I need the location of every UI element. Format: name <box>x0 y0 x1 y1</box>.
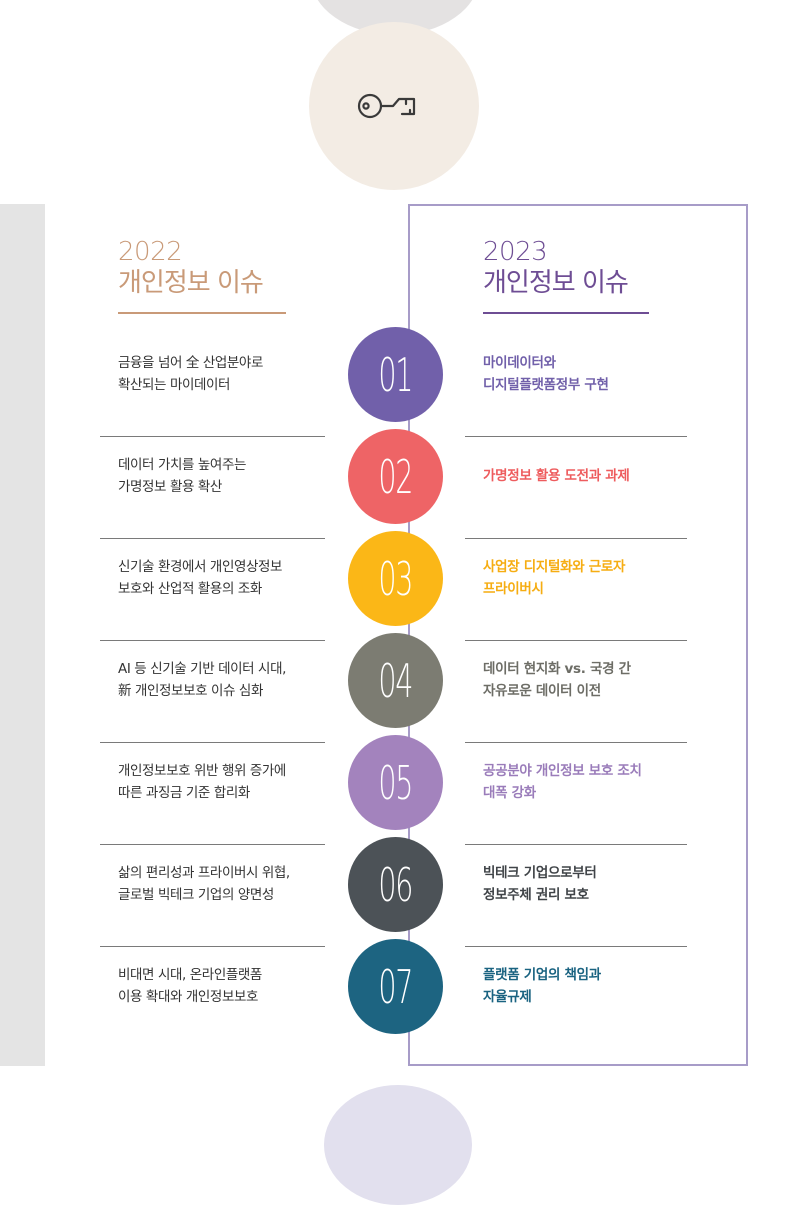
issue-2023-line: 프라이버시 <box>483 581 544 597</box>
number-badge-05: 05 <box>348 735 443 830</box>
issue-2023-line: 데이터 현지화 vs. 국경 간 <box>483 661 631 677</box>
row-divider-right <box>465 640 687 641</box>
issue-2023-line: 자율규제 <box>483 989 532 1005</box>
issue-2023-item: 가명정보 활용 도전과 과제 <box>483 465 703 487</box>
issue-2022-line: 보호와 산업적 활용의 조화 <box>118 581 262 597</box>
key-icon-circle <box>309 22 479 190</box>
issue-2022-line: 신기술 환경에서 개인영상정보 <box>118 559 283 575</box>
row-divider-left <box>100 844 325 845</box>
number-badge-text: 05 <box>378 755 414 810</box>
number-badge-text: 07 <box>378 959 414 1014</box>
row-divider-left <box>100 640 325 641</box>
title-2023-label: 개인정보 이슈 <box>483 268 629 298</box>
number-badge-text: 01 <box>378 347 414 402</box>
number-badge-text: 03 <box>378 551 414 606</box>
issue-2022-line: 삶의 편리성과 프라이버시 위협, <box>118 865 290 881</box>
number-badge-03: 03 <box>348 531 443 626</box>
issue-2022-line: 글로벌 빅테크 기업의 양면성 <box>118 887 274 903</box>
issue-2023-line: 공공분야 개인정보 보호 조치 <box>483 763 642 779</box>
row-divider-right <box>465 742 687 743</box>
issue-2022-item: 삶의 편리성과 프라이버시 위협, 글로벌 빅테크 기업의 양면성 <box>118 862 338 906</box>
row-divider-left <box>100 436 325 437</box>
number-badge-06: 06 <box>348 837 443 932</box>
issue-2023-line: 가명정보 활용 도전과 과제 <box>483 468 630 484</box>
issue-2023-line: 정보주체 권리 보호 <box>483 887 589 903</box>
issue-2022-item: AI 등 신기술 기반 데이터 시대, 新 개인정보보호 이슈 심화 <box>118 658 338 702</box>
number-badge-07: 07 <box>348 939 443 1034</box>
issue-2022-line: 新 개인정보보호 이슈 심화 <box>118 683 263 699</box>
issue-2022-line: AI 등 신기술 기반 데이터 시대, <box>118 661 286 677</box>
number-badge-04: 04 <box>348 633 443 728</box>
key-icon <box>357 93 416 119</box>
issue-2022-line: 이용 확대와 개인정보보호 <box>118 989 259 1005</box>
issue-2023-line: 자유로운 데이터 이전 <box>483 683 601 699</box>
rule-2023 <box>483 312 649 314</box>
issue-2023-frame <box>408 204 748 1066</box>
row-divider-right <box>465 946 687 947</box>
row-divider-left <box>100 538 325 539</box>
issue-2022-line: 따른 과징금 기준 합리화 <box>118 785 250 801</box>
number-badge-02: 02 <box>348 429 443 524</box>
issue-2023-line: 사업장 디지털화와 근로자 <box>483 559 626 575</box>
title-2022-label: 개인정보 이슈 <box>118 268 264 298</box>
issue-2022-line: 금융을 넘어 全 산업분야로 <box>118 355 263 371</box>
issue-2023-line: 대폭 강화 <box>483 785 536 801</box>
row-divider-right <box>465 436 687 437</box>
number-badge-text: 02 <box>378 449 414 504</box>
left-side-bar <box>0 204 45 1066</box>
issue-2023-line: 플랫폼 기업의 책임과 <box>483 967 601 983</box>
decorative-circle-bottom <box>324 1085 472 1205</box>
issue-2022-line: 데이터 가치를 높여주는 <box>118 457 246 473</box>
number-badge-01: 01 <box>348 327 443 422</box>
row-divider-right <box>465 538 687 539</box>
year-2023-label: 2023 <box>483 237 548 267</box>
issue-2023-line: 빅테크 기업으로부터 <box>483 865 597 881</box>
row-divider-right <box>465 844 687 845</box>
number-badge-text: 04 <box>378 653 414 708</box>
issue-2023-line: 디지털플랫폼정부 구현 <box>483 377 609 393</box>
row-divider-left <box>100 742 325 743</box>
number-badge-text: 06 <box>378 857 414 912</box>
issue-2022-line: 가명정보 활용 확산 <box>118 479 222 495</box>
year-2022-label: 2022 <box>118 237 183 267</box>
issue-2022-line: 확산되는 마이데이터 <box>118 377 231 393</box>
issue-2022-line: 비대면 시대, 온라인플랫폼 <box>118 967 262 983</box>
issue-2022-line: 개인정보보호 위반 행위 증가에 <box>118 763 286 779</box>
rule-2022 <box>118 312 286 314</box>
row-divider-left <box>100 946 325 947</box>
issue-2023-line: 마이데이터와 <box>483 355 556 371</box>
